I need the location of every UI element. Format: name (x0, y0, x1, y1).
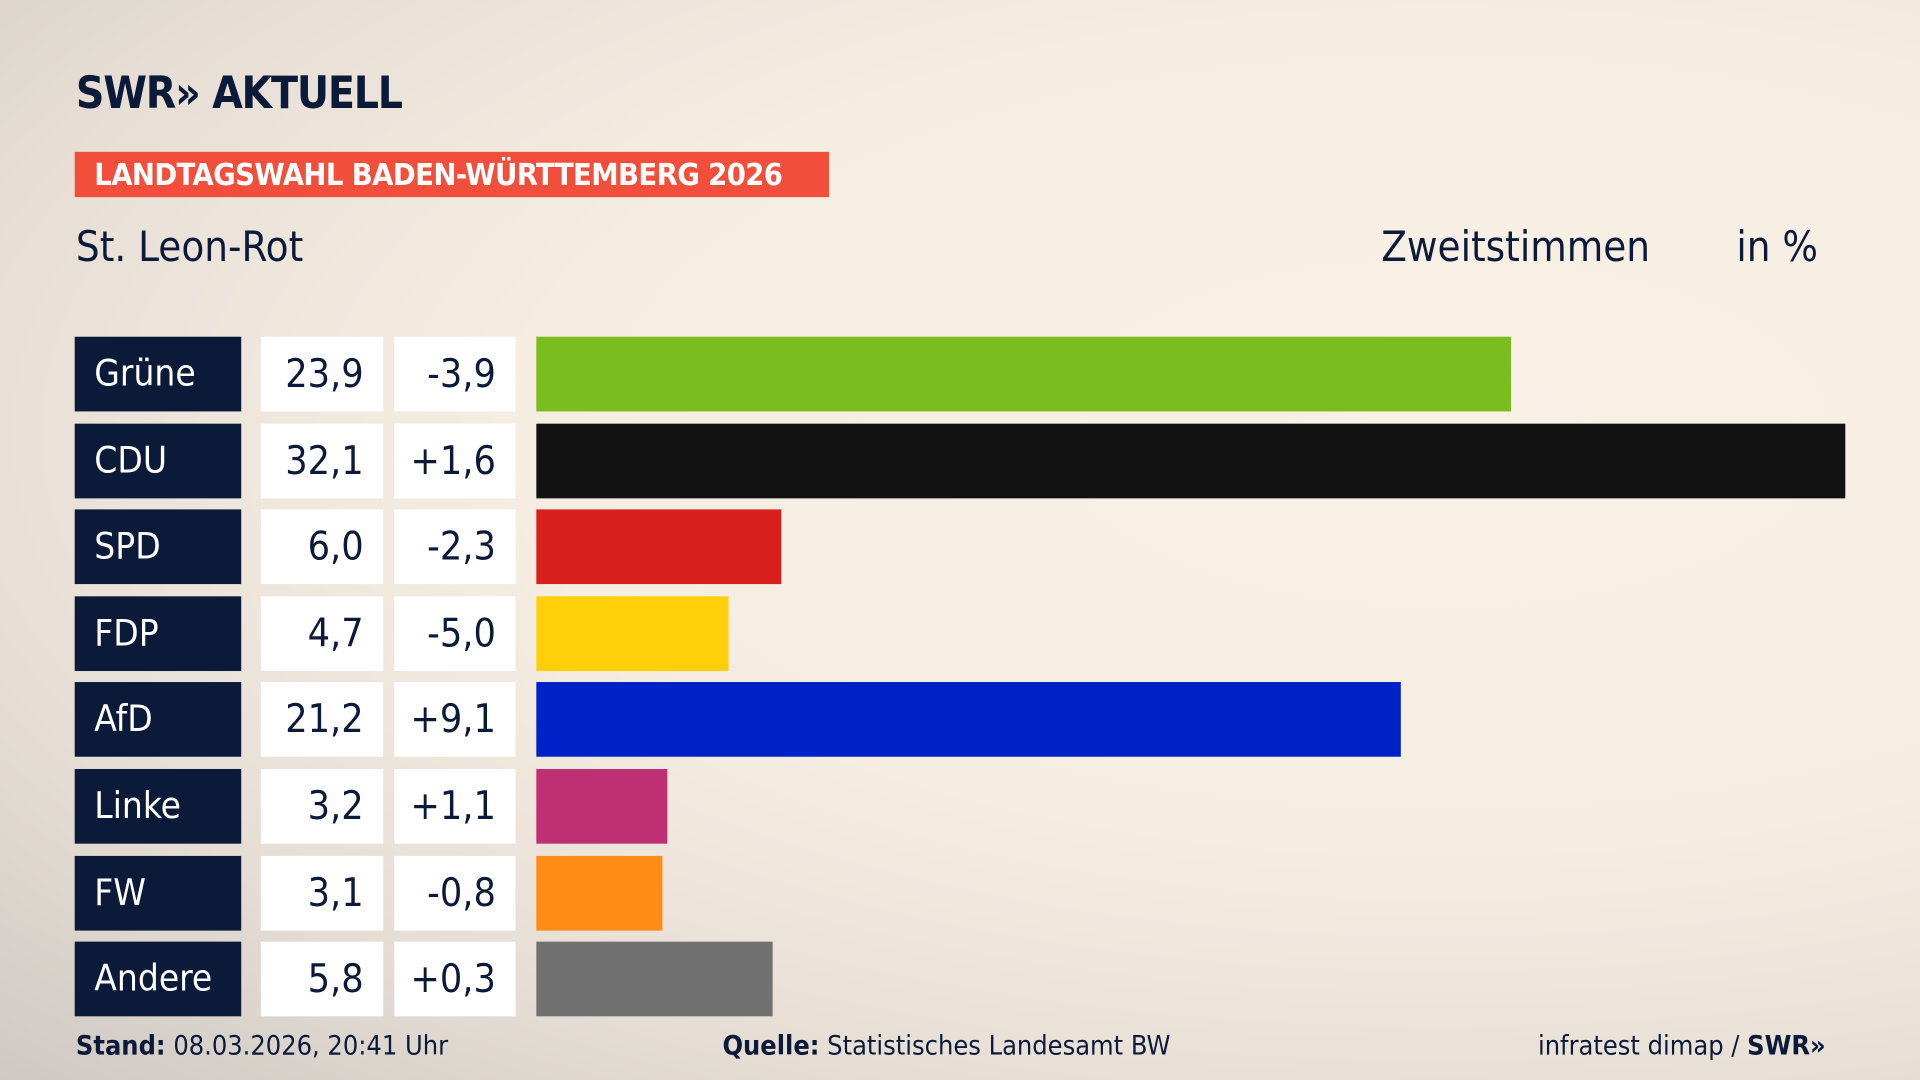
change-label: +1,6 (394, 423, 516, 498)
credit-text: infratest dimap / (1537, 1031, 1748, 1062)
change-label: -2,3 (394, 509, 516, 585)
bar (536, 336, 1511, 412)
value-label: 5,8 (260, 941, 384, 1017)
value-label: 6,0 (260, 509, 384, 585)
bar (536, 855, 663, 931)
swr-logo: SWR» (1747, 1031, 1826, 1062)
bar-row: SPD 6,0 -2,3 (0, 509, 1920, 585)
bar (536, 596, 728, 671)
bar-row: Linke 3,2 +1,1 (0, 768, 1920, 844)
source-label: Quelle: (722, 1031, 820, 1062)
change-label: -3,9 (394, 336, 516, 412)
bar (536, 941, 773, 1017)
unit-label: in % (1736, 222, 1818, 272)
election-title: LANDTAGSWAHL BADEN-WÜRTTEMBERG 2026 (74, 151, 829, 198)
party-label: Andere (74, 941, 242, 1017)
party-label: SPD (74, 509, 242, 585)
timestamp: Stand: 08.03.2026, 20:41 Uhr (76, 1031, 448, 1062)
change-label: +9,1 (394, 682, 516, 758)
bar (536, 423, 1846, 498)
value-label: 3,1 (260, 855, 384, 931)
party-label: Linke (74, 768, 242, 844)
change-label: -5,0 (394, 596, 516, 671)
value-label: 23,9 (260, 336, 384, 412)
bar (536, 682, 1401, 758)
bar (536, 509, 781, 585)
bar-row: Andere 5,8 +0,3 (0, 941, 1920, 1017)
value-label: 3,2 (260, 768, 384, 844)
source-value: Statistisches Landesamt BW (819, 1031, 1171, 1062)
credit: infratest dimap / SWR» (1538, 1031, 1826, 1062)
change-label: -0,8 (394, 855, 516, 931)
bar-row: CDU 32,1 +1,6 (0, 423, 1920, 498)
change-label: +0,3 (394, 941, 516, 1017)
party-label: CDU (74, 423, 242, 498)
bar-row: AfD 21,2 +9,1 (0, 682, 1920, 758)
change-label: +1,1 (394, 768, 516, 844)
value-label: 21,2 (260, 682, 384, 758)
party-label: Grüne (74, 336, 242, 412)
bar-row: FDP 4,7 -5,0 (0, 596, 1920, 671)
stand-value: 08.03.2026, 20:41 Uhr (165, 1031, 449, 1062)
party-label: FDP (74, 596, 242, 671)
bar-row: Grüne 23,9 -3,9 (0, 336, 1920, 412)
party-label: FW (74, 855, 242, 931)
swr-aktuell-logo: SWR» AKTUELL (75, 68, 403, 119)
bar (536, 768, 667, 844)
stand-label: Stand: (75, 1031, 166, 1062)
source: Quelle: Statistisches Landesamt BW (722, 1031, 1170, 1062)
bar-row: FW 3,1 -0,8 (0, 855, 1920, 931)
value-label: 4,7 (260, 596, 384, 671)
constituency-name: St. Leon-Rot (75, 222, 304, 272)
vote-type: Zweitstimmen (1381, 222, 1651, 272)
value-label: 32,1 (260, 423, 384, 498)
party-label: AfD (74, 682, 242, 758)
